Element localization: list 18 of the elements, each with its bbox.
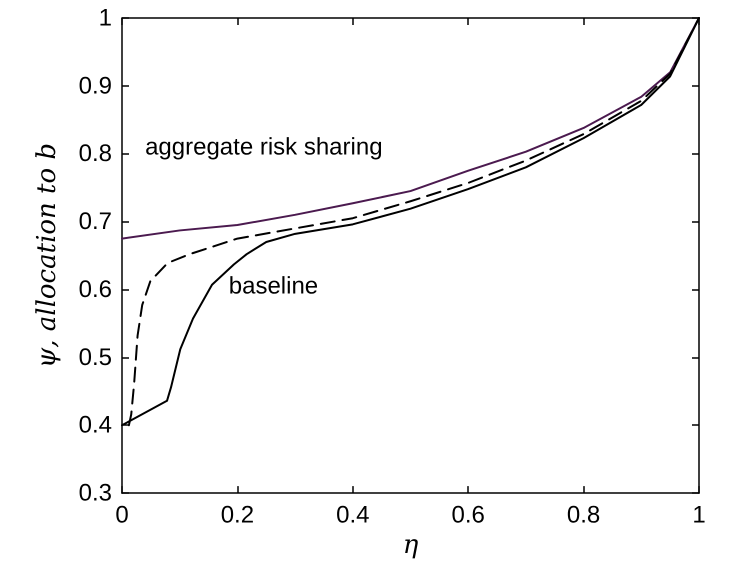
y-tick-label: 0.6 <box>78 276 112 303</box>
y-tick-label: 1 <box>98 4 112 32</box>
y-tick-label: 0.7 <box>78 208 112 236</box>
y-tick-label: 0.9 <box>78 72 112 100</box>
x-tick-label: 0.8 <box>566 502 600 529</box>
series-label: baseline <box>228 272 318 300</box>
y-tick-label: 0.8 <box>78 140 112 168</box>
x-axis-title: η <box>402 530 419 560</box>
y-axis-title: ψ, allocation to b <box>32 142 62 368</box>
x-tick-label: 0.6 <box>452 502 485 529</box>
x-tick-label: 0.2 <box>220 502 254 529</box>
y-tick-label: 0.4 <box>78 412 112 439</box>
series-label: aggregate risk sharing <box>145 133 383 160</box>
y-tick-label: 0.3 <box>78 480 112 507</box>
y-tick-label: 0.5 <box>78 344 112 371</box>
x-tick-label: 0 <box>115 502 129 529</box>
x-tick-label: 1 <box>692 502 706 529</box>
x-tick-label: 0.4 <box>336 502 370 529</box>
